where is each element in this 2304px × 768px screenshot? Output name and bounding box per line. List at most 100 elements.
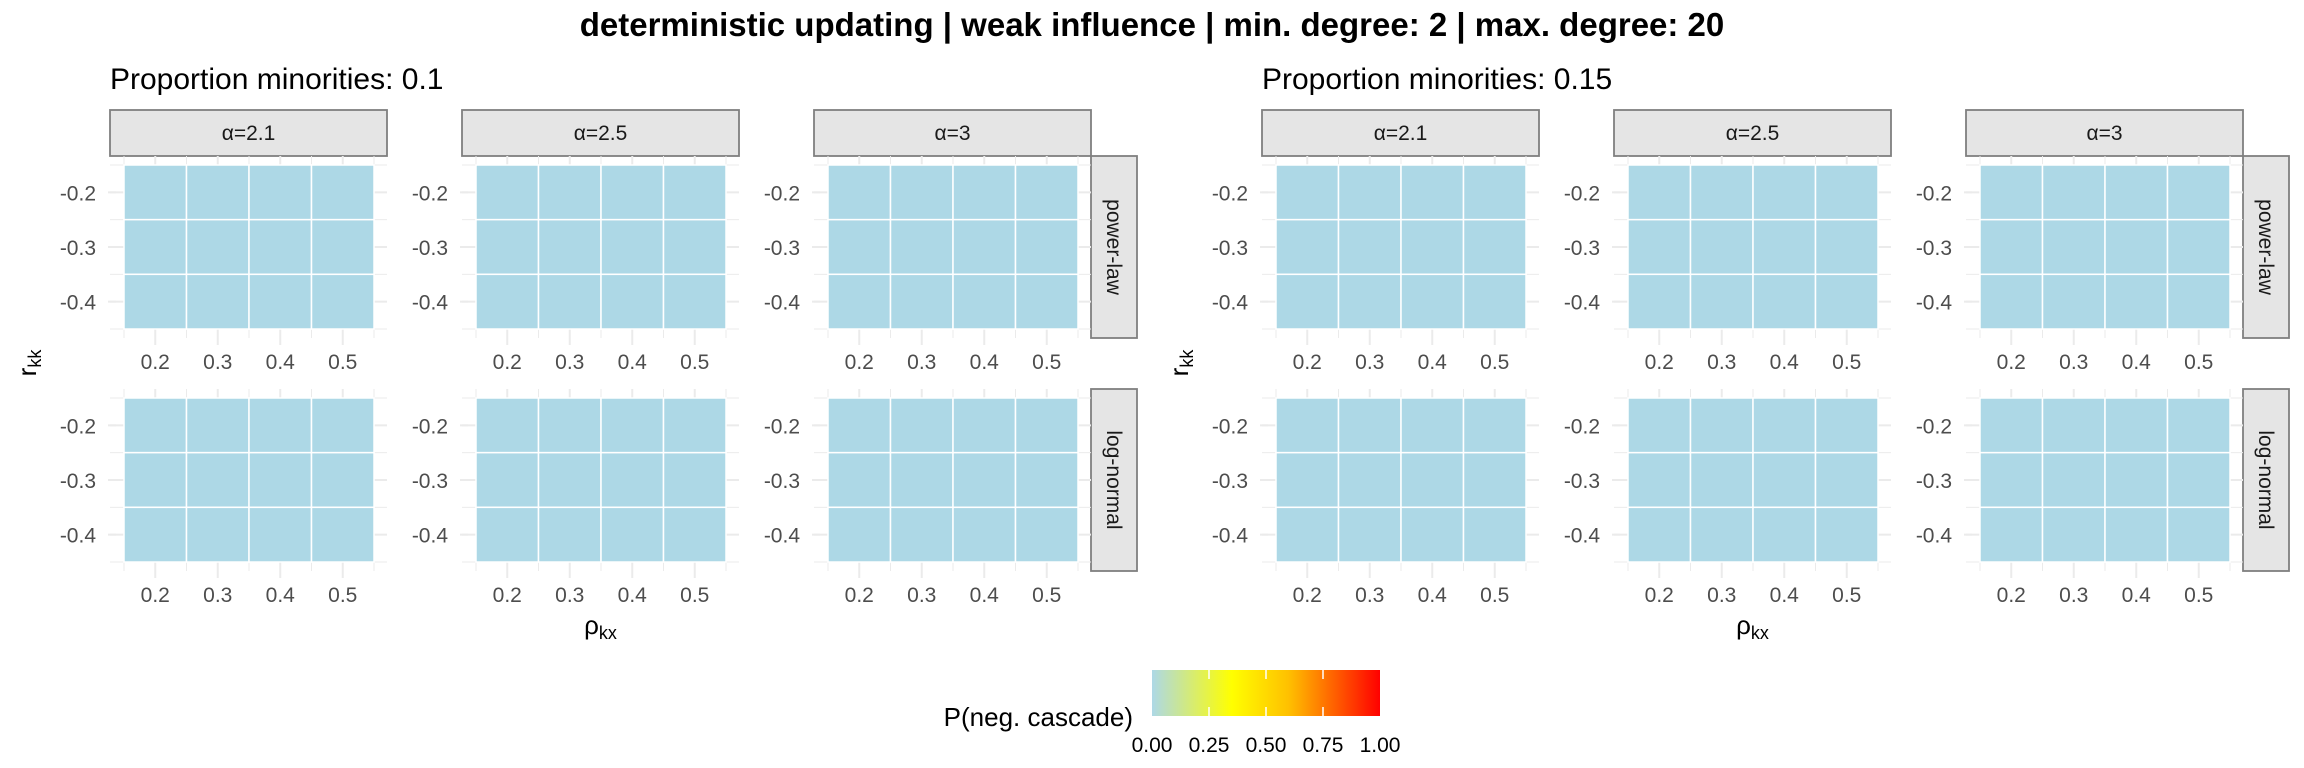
- y-tick-label: -0.2: [60, 415, 96, 438]
- heatmap-tile: [1462, 451, 1527, 509]
- x-tick-label: 0.2: [845, 584, 874, 607]
- heatmap-tile: [1627, 273, 1692, 330]
- heatmap-tile: [889, 218, 954, 276]
- heatmap-tile: [600, 218, 665, 276]
- heatmap-tile: [952, 397, 1017, 454]
- heatmap-tile: [537, 273, 602, 330]
- x-tick-label: 0.5: [1832, 584, 1861, 607]
- heatmap-tile: [889, 397, 954, 454]
- heatmap-panel: 0.2 0.3 0.4 0.5 -0.2 -0.3 -0.4: [1212, 156, 1539, 374]
- legend-title: P(neg. cascade): [944, 702, 1133, 732]
- colorbar-tick-label: 0.25: [1189, 734, 1230, 757]
- heatmap-tile: [1814, 164, 1879, 221]
- facet-strip-column: [1965, 109, 2244, 157]
- heatmap-tile: [662, 164, 727, 221]
- heatmap-tile: [600, 397, 665, 454]
- heatmap-tile: [1337, 451, 1402, 509]
- heatmap-tile: [123, 164, 188, 221]
- facet-strip-row: [1090, 388, 1138, 572]
- facet-strip-column: [1261, 109, 1540, 157]
- heatmap-tile: [1462, 506, 1527, 563]
- heatmap-tile: [475, 273, 540, 330]
- y-tick-label: -0.4: [1564, 525, 1601, 548]
- y-tick-label: -0.3: [60, 237, 96, 260]
- heatmap-tile: [952, 273, 1017, 330]
- x-tick-label: 0.4: [266, 351, 296, 374]
- heatmap-tile: [1275, 506, 1340, 563]
- x-tick-label: 0.2: [1293, 351, 1322, 374]
- heatmap-tile: [1814, 218, 1879, 276]
- heatmap-tile: [1979, 273, 2044, 330]
- y-tick-label: -0.4: [1916, 525, 1953, 548]
- y-tick-label: -0.4: [1916, 292, 1953, 315]
- x-tick-label: 0.3: [555, 351, 584, 374]
- y-tick-label: -0.4: [60, 525, 97, 548]
- y-tick-label: -0.3: [1916, 470, 1952, 493]
- heatmap-tile: [1979, 451, 2044, 509]
- x-tick-label: 0.3: [555, 584, 584, 607]
- heatmap-tile: [827, 506, 892, 563]
- heatmap-tile: [600, 164, 665, 221]
- heatmap-tile: [248, 451, 313, 509]
- heatmap-tile: [537, 397, 602, 454]
- y-tick-label: -0.2: [1564, 182, 1600, 205]
- heatmap-panel: 0.2 0.3 0.4 0.5 -0.2 -0.3 -0.4: [1916, 389, 2243, 607]
- heatmap-tile: [185, 164, 250, 221]
- heatmap-tile: [1400, 506, 1465, 563]
- heatmap-tile: [475, 451, 540, 509]
- heatmap-tile: [1400, 451, 1465, 509]
- y-tick-label: -0.3: [1212, 237, 1248, 260]
- facet-group-2: Proportion minorities: 0.15 rkk ρkx α=2.1 α=…: [1164, 63, 2290, 643]
- heatmap-tile: [1814, 506, 1879, 563]
- heatmap-tile: [2104, 506, 2169, 563]
- y-tick-label: -0.3: [1916, 237, 1952, 260]
- heatmap-panel: 0.2 0.3 0.4 0.5 -0.2 -0.3 -0.4: [764, 156, 1091, 374]
- heatmap-tile: [662, 273, 727, 330]
- heatmap-tile: [248, 397, 313, 454]
- heatmap-tile: [889, 451, 954, 509]
- heatmap-tile: [1627, 451, 1692, 509]
- facet-strip-label: α=2.1: [1374, 122, 1428, 145]
- heatmap-tile: [1752, 164, 1817, 221]
- heatmap-panel: 0.2 0.3 0.4 0.5 -0.2 -0.3 -0.4: [1564, 389, 1891, 607]
- x-tick-label: 0.2: [845, 351, 874, 374]
- y-tick-label: -0.3: [1212, 470, 1248, 493]
- y-tick-label: -0.2: [1564, 415, 1600, 438]
- heatmap-panel: 0.2 0.3 0.4 0.5 -0.2 -0.3 -0.4: [764, 389, 1091, 607]
- heatmap-tile: [1627, 397, 1692, 454]
- heatmap-tile: [1752, 397, 1817, 454]
- x-tick-label: 0.3: [2059, 584, 2088, 607]
- facet-strip-row: [2242, 155, 2290, 339]
- heatmap-tile: [1337, 273, 1402, 330]
- heatmap-tile: [248, 506, 313, 563]
- heatmap-panel: 0.2 0.3 0.4 0.5 -0.2 -0.3 -0.4: [60, 156, 387, 374]
- y-tick-label: -0.2: [764, 182, 800, 205]
- heatmap-tile: [1400, 397, 1465, 454]
- heatmap-tile: [2166, 506, 2231, 563]
- heatmap-tile: [2104, 164, 2169, 221]
- facet-strip-column: [109, 109, 388, 157]
- colorbar-tick-label: 1.00: [1360, 734, 1401, 757]
- heatmap-tile: [952, 506, 1017, 563]
- heatmap-tile: [185, 506, 250, 563]
- heatmap-tile: [827, 273, 892, 330]
- heatmap-tile: [1462, 397, 1527, 454]
- heatmap-tile: [1689, 397, 1754, 454]
- colorbar-tick-label: 0.75: [1303, 734, 1344, 757]
- x-tick-label: 0.3: [2059, 351, 2088, 374]
- x-tick-label: 0.5: [680, 584, 709, 607]
- y-tick-label: -0.2: [1212, 182, 1248, 205]
- x-tick-label: 0.5: [1832, 351, 1861, 374]
- chart-title: deterministic updating | weak influence …: [580, 6, 1725, 43]
- heatmap-panel: 0.2 0.3 0.4 0.5 -0.2 -0.3 -0.4: [60, 389, 387, 607]
- heatmap-tile: [1337, 397, 1402, 454]
- y-tick-label: -0.3: [764, 470, 800, 493]
- heatmap-tile: [537, 506, 602, 563]
- heatmap-tile: [889, 273, 954, 330]
- x-tick-label: 0.3: [1707, 584, 1736, 607]
- heatmap-panel: 0.2 0.3 0.4 0.5 -0.2 -0.3 -0.4: [1212, 389, 1539, 607]
- heatmap-tile: [123, 218, 188, 276]
- heatmap-tile: [2041, 506, 2106, 563]
- x-tick-label: 0.4: [618, 351, 648, 374]
- heatmap-tile: [2041, 397, 2106, 454]
